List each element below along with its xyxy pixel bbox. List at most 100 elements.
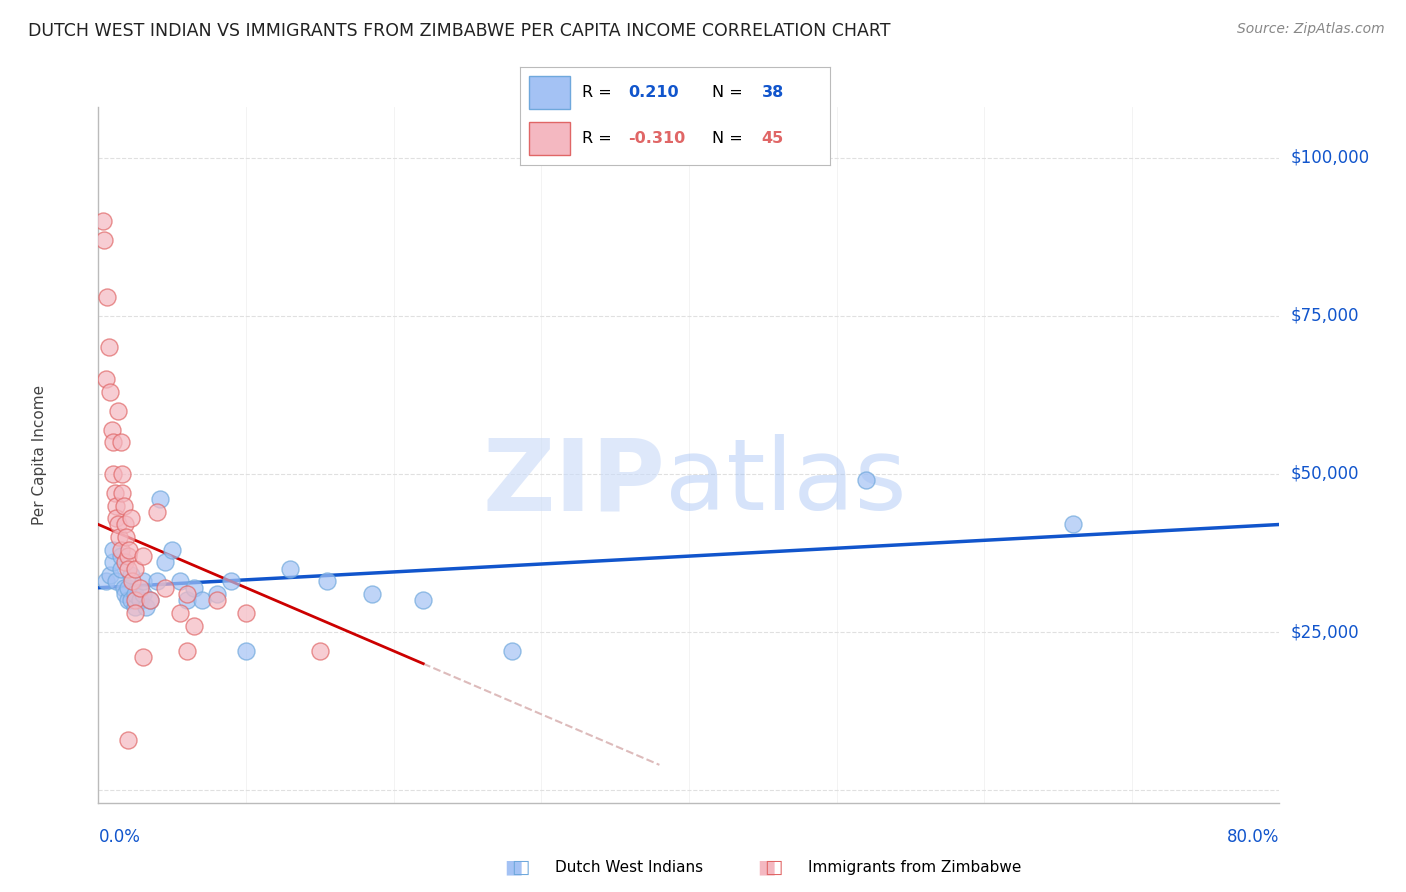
- Text: Immigrants from Zimbabwe: Immigrants from Zimbabwe: [808, 860, 1022, 874]
- Point: [183, 581, 205, 595]
- Text: 80.0%: 80.0%: [1227, 828, 1279, 846]
- Point: [124, 562, 146, 576]
- Point: [97, 340, 120, 354]
- Point: [112, 581, 135, 595]
- Text: N =: N =: [711, 131, 742, 146]
- Bar: [530, 122, 569, 155]
- Point: [118, 542, 141, 557]
- Point: [1062, 517, 1084, 532]
- Point: [117, 581, 139, 595]
- Point: [191, 593, 214, 607]
- Point: [176, 587, 198, 601]
- Point: [132, 650, 155, 665]
- Text: 45: 45: [762, 131, 783, 146]
- Text: Source: ZipAtlas.com: Source: ZipAtlas.com: [1237, 22, 1385, 37]
- Text: R =: R =: [582, 131, 612, 146]
- Point: [120, 511, 142, 525]
- Point: [114, 587, 136, 601]
- Point: [132, 587, 155, 601]
- Point: [105, 511, 128, 525]
- Point: [98, 384, 121, 399]
- Point: [117, 593, 139, 607]
- Point: [107, 517, 129, 532]
- Text: N =: N =: [711, 85, 742, 100]
- Point: [110, 562, 132, 576]
- Point: [94, 574, 117, 589]
- Point: [146, 505, 169, 519]
- Point: [124, 606, 146, 620]
- Point: [139, 593, 162, 607]
- Point: [146, 574, 169, 589]
- Point: [103, 467, 125, 481]
- Text: ■: ■: [503, 857, 523, 877]
- Point: [169, 606, 191, 620]
- Point: [153, 556, 176, 570]
- Point: [117, 549, 139, 563]
- Text: $50,000: $50,000: [1291, 465, 1360, 483]
- Point: [110, 542, 132, 557]
- Point: [120, 568, 142, 582]
- Point: [121, 574, 143, 589]
- Point: [501, 644, 523, 658]
- Point: [104, 486, 127, 500]
- Point: [132, 574, 155, 589]
- Point: [124, 593, 146, 607]
- Point: [96, 290, 118, 304]
- Text: 0.210: 0.210: [628, 85, 679, 100]
- Point: [855, 473, 877, 487]
- Point: [103, 556, 125, 570]
- Text: R =: R =: [582, 85, 612, 100]
- Point: [128, 593, 150, 607]
- Point: [107, 403, 129, 417]
- Text: $100,000: $100,000: [1291, 149, 1369, 167]
- Point: [120, 593, 142, 607]
- Point: [169, 574, 191, 589]
- Text: -0.310: -0.310: [628, 131, 686, 146]
- Point: [176, 593, 198, 607]
- Point: [183, 618, 205, 632]
- Point: [110, 435, 132, 450]
- Text: Per Capita Income: Per Capita Income: [32, 384, 46, 525]
- Point: [124, 599, 146, 614]
- Point: [114, 556, 136, 570]
- Point: [111, 486, 134, 500]
- Point: [205, 593, 228, 607]
- Point: [103, 542, 125, 557]
- Point: [153, 581, 176, 595]
- Point: [316, 574, 339, 589]
- Point: [115, 530, 138, 544]
- Point: [108, 530, 131, 544]
- Point: [114, 517, 136, 532]
- Text: 0.0%: 0.0%: [98, 828, 141, 846]
- Point: [360, 587, 382, 601]
- Text: □: □: [510, 857, 530, 877]
- Point: [105, 574, 128, 589]
- Point: [98, 568, 121, 582]
- Point: [93, 233, 115, 247]
- Point: [111, 467, 134, 481]
- Text: 38: 38: [762, 85, 783, 100]
- Point: [278, 562, 302, 576]
- Point: [235, 644, 257, 658]
- Point: [176, 644, 198, 658]
- Point: [132, 549, 155, 563]
- Text: ■: ■: [756, 857, 776, 877]
- Point: [162, 542, 183, 557]
- Point: [117, 732, 139, 747]
- Point: [117, 562, 139, 576]
- Point: [124, 587, 146, 601]
- Bar: [530, 76, 569, 109]
- Text: □: □: [763, 857, 783, 877]
- Point: [91, 214, 114, 228]
- Text: atlas: atlas: [665, 434, 907, 532]
- Point: [135, 599, 157, 614]
- Point: [412, 593, 434, 607]
- Text: DUTCH WEST INDIAN VS IMMIGRANTS FROM ZIMBABWE PER CAPITA INCOME CORRELATION CHAR: DUTCH WEST INDIAN VS IMMIGRANTS FROM ZIM…: [28, 22, 890, 40]
- Point: [100, 423, 122, 437]
- Point: [105, 499, 128, 513]
- Point: [205, 587, 228, 601]
- Point: [149, 492, 172, 507]
- Text: $25,000: $25,000: [1291, 623, 1360, 641]
- Point: [309, 644, 332, 658]
- Point: [139, 593, 162, 607]
